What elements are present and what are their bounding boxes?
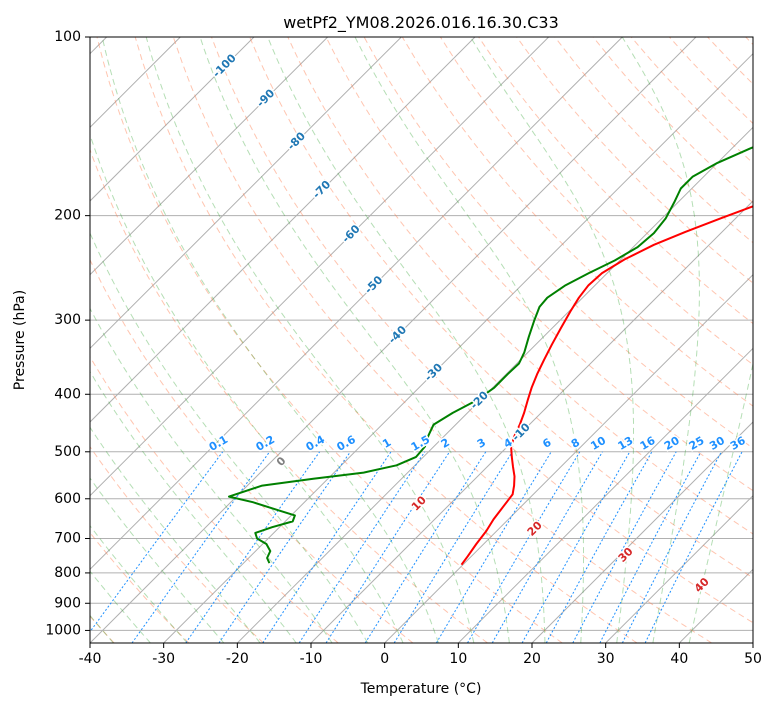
moist-adiabat-line (90, 307, 333, 643)
mixing-ratio-line (325, 451, 451, 643)
x-tick-label: -40 (79, 651, 102, 667)
y-axis-label: Pressure (hPa) (12, 290, 28, 390)
isotherm-gridline (90, 37, 255, 202)
moist-adiabat-line (145, 37, 475, 643)
isotherm-gridline (310, 200, 753, 643)
moist-adiabat-line (90, 524, 188, 643)
mixing-ratio-line (545, 451, 653, 643)
moist-adiabat-line (101, 37, 439, 643)
dry-adiabat-line (325, 37, 753, 492)
x-tick-label: 40 (670, 651, 688, 667)
isotherm-gridline (236, 126, 753, 643)
mixing-ratio-line (491, 451, 603, 643)
isotherm-gridline (90, 37, 329, 276)
isotherm-gridline (90, 37, 402, 350)
isotherm-gridline (90, 37, 476, 423)
moist-adiabat-line (90, 370, 297, 643)
dry-adiabat-line (96, 37, 563, 643)
dry-adiabat-line (249, 37, 753, 579)
temperature-profile-line (460, 205, 753, 566)
dry-adiabat-line (172, 37, 712, 643)
dry-adiabat-line (287, 37, 753, 535)
mixing-ratio-line (131, 451, 271, 643)
mixing-ratio-line (298, 451, 426, 643)
y-tick-label: 900 (54, 595, 81, 611)
mixing-ratio-line (90, 451, 224, 633)
y-tick-label: 200 (54, 208, 81, 224)
moist-adiabat-line (90, 426, 261, 643)
x-tick-label: 0 (380, 651, 389, 667)
y-tick-label: 1000 (45, 622, 81, 638)
x-tick-label: 30 (597, 651, 615, 667)
isotherm-gridline (384, 273, 753, 643)
y-tick-label: 400 (54, 386, 81, 402)
isotherm-gridline (90, 37, 623, 571)
y-tick-label: 800 (54, 565, 81, 581)
dry-adiabat-line (90, 355, 339, 643)
x-tick-label: -10 (300, 651, 323, 667)
mixing-ratio-line (262, 451, 392, 643)
x-axis-label: Temperature (°C) (360, 681, 482, 697)
dry-adiabat-line (211, 37, 753, 624)
axes: -40 -30 -20 -10 0 10 20 30 40 50 100 200 300 400 500 60… (45, 29, 762, 667)
x-tick-label: 10 (449, 651, 467, 667)
isotherm-gridline (605, 494, 753, 643)
chart-title: wetPf2_YM08.2026.016.16.30.C33 (283, 13, 559, 33)
y-tick-label: 600 (54, 491, 81, 507)
mixing-ratio-line (599, 451, 702, 643)
moist-adiabat-line (90, 570, 151, 643)
x-tick-label: 50 (744, 651, 762, 667)
y-tick-label: 100 (54, 29, 81, 45)
moist-adiabat-line (470, 37, 634, 643)
moist-adiabat-line (354, 37, 584, 643)
moist-adiabat-line (621, 37, 700, 643)
isotherm-gridline (531, 421, 753, 643)
dry-adiabat-line (516, 37, 753, 284)
mixing-ratio-line (393, 451, 513, 643)
moist-adiabat-line (688, 361, 753, 643)
isotherm-gridline (457, 347, 753, 643)
x-tick-label: -20 (226, 651, 249, 667)
isotherm-gridline (90, 37, 550, 497)
plot-frame (89, 36, 754, 644)
y-tick-label: 300 (54, 312, 81, 328)
x-tick-label: -30 (152, 651, 175, 667)
mixing-ratio-line (435, 451, 552, 643)
isotherm-gridline (90, 37, 697, 643)
mixing-ratio-line (185, 451, 321, 643)
y-tick-label: 500 (54, 444, 81, 460)
mixing-ratio-line (218, 451, 351, 643)
mixing-ratio-line (572, 451, 677, 643)
dry-adiabat-line (90, 258, 414, 643)
dewpoint-profile-line (228, 146, 753, 564)
x-tick-label: 20 (523, 651, 541, 667)
dry-adiabat-line (90, 445, 264, 643)
moist-adiabat-line (90, 477, 225, 643)
mixing-ratio-line (364, 451, 487, 643)
moist-adiabat-line (199, 37, 510, 643)
mixing-ratio-line (644, 451, 743, 643)
dry-adiabat-line (134, 37, 638, 643)
moist-adiabat-line (90, 133, 404, 643)
y-tick-label: 700 (54, 531, 81, 547)
mixing-ratio-line (521, 451, 631, 643)
moist-adiabat-line (267, 37, 546, 643)
plot-area (90, 37, 753, 643)
